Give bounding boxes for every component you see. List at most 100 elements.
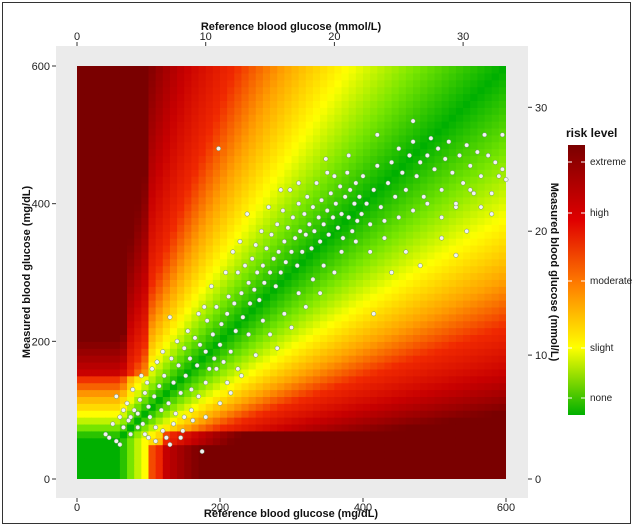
risk-cell	[348, 286, 357, 294]
risk-cell	[305, 217, 314, 225]
risk-cell	[84, 444, 92, 453]
risk-cell	[105, 306, 114, 315]
risk-cell	[119, 114, 128, 122]
risk-cell	[134, 472, 142, 479]
risk-cell	[413, 265, 421, 274]
risk-cell	[370, 341, 378, 349]
risk-cell	[205, 472, 214, 479]
risk-cell	[377, 286, 386, 294]
risk-cell	[119, 79, 128, 88]
risk-cell	[277, 134, 285, 143]
risk-cell	[491, 286, 500, 294]
risk-cell	[270, 348, 278, 356]
risk-cell	[334, 251, 343, 260]
data-point	[242, 263, 248, 269]
risk-cell	[141, 107, 150, 115]
risk-cell	[227, 127, 235, 136]
risk-cell	[198, 196, 207, 205]
risk-cell	[413, 86, 421, 95]
risk-cell	[112, 66, 121, 74]
risk-cell	[448, 348, 457, 356]
risk-cell	[98, 265, 107, 274]
risk-cell	[305, 348, 314, 356]
risk-cell	[248, 306, 257, 315]
risk-cell	[384, 238, 393, 246]
data-point	[203, 414, 209, 420]
data-point	[194, 362, 200, 368]
data-point	[344, 170, 350, 176]
risk-cell	[227, 141, 235, 150]
risk-cell	[277, 121, 285, 129]
risk-cell	[348, 231, 357, 239]
risk-cell	[241, 148, 250, 157]
risk-cell	[277, 361, 285, 370]
risk-cell	[191, 437, 200, 446]
risk-cell	[169, 238, 178, 246]
risk-cell	[155, 210, 164, 219]
risk-cell	[84, 355, 92, 363]
risk-cell	[98, 72, 107, 81]
risk-cell	[305, 134, 314, 143]
risk-cell	[212, 66, 221, 74]
risk-cell	[198, 334, 207, 342]
risk-cell	[377, 341, 386, 349]
risk-cell	[470, 251, 478, 260]
risk-cell	[84, 458, 92, 466]
risk-cell	[227, 155, 235, 163]
risk-cell	[370, 72, 378, 81]
risk-cell	[248, 272, 257, 280]
risk-cell	[334, 79, 343, 88]
risk-cell	[255, 127, 264, 136]
risk-cell	[84, 313, 92, 322]
risk-cell	[134, 231, 142, 239]
risk-cell	[363, 410, 371, 418]
risk-cell	[355, 265, 364, 274]
risk-cell	[212, 196, 221, 205]
risk-cell	[98, 279, 107, 287]
risk-cell	[413, 238, 421, 246]
data-point	[264, 245, 269, 251]
risk-cell	[484, 348, 493, 356]
risk-cell	[212, 169, 221, 177]
risk-cell	[127, 451, 135, 459]
risk-cell	[291, 361, 300, 370]
risk-cell	[234, 430, 243, 439]
risk-cell	[327, 320, 335, 329]
risk-cell	[162, 66, 171, 74]
risk-cell	[191, 396, 200, 404]
risk-cell	[91, 189, 100, 198]
risk-cell	[162, 313, 171, 322]
risk-cell	[312, 79, 321, 88]
risk-cell	[169, 320, 178, 329]
risk-cell	[312, 66, 321, 74]
risk-cell	[284, 107, 293, 115]
risk-cell	[391, 444, 400, 453]
risk-cell	[248, 451, 257, 459]
risk-cell	[169, 66, 178, 74]
risk-cell	[434, 162, 443, 170]
risk-cell	[463, 306, 471, 315]
risk-cell	[434, 189, 443, 198]
risk-cell	[348, 306, 357, 315]
risk-cell	[334, 382, 343, 391]
risk-cell	[398, 437, 407, 446]
risk-cell	[177, 444, 185, 453]
risk-cell	[384, 217, 393, 225]
risk-cell	[284, 210, 293, 219]
risk-cell	[162, 251, 171, 260]
risk-cell	[148, 86, 157, 95]
risk-cell	[177, 231, 185, 239]
risk-cell	[355, 169, 364, 177]
risk-cell	[384, 141, 393, 150]
risk-cell	[398, 417, 407, 425]
risk-cell	[377, 348, 386, 356]
risk-cell	[391, 169, 400, 177]
y2-tick-label: 30	[535, 102, 547, 114]
risk-cell	[234, 210, 243, 219]
data-point	[142, 431, 148, 437]
risk-cell	[255, 66, 264, 74]
risk-cell	[191, 183, 200, 191]
risk-cell	[198, 86, 207, 95]
risk-cell	[405, 72, 414, 81]
risk-cell	[391, 210, 400, 219]
